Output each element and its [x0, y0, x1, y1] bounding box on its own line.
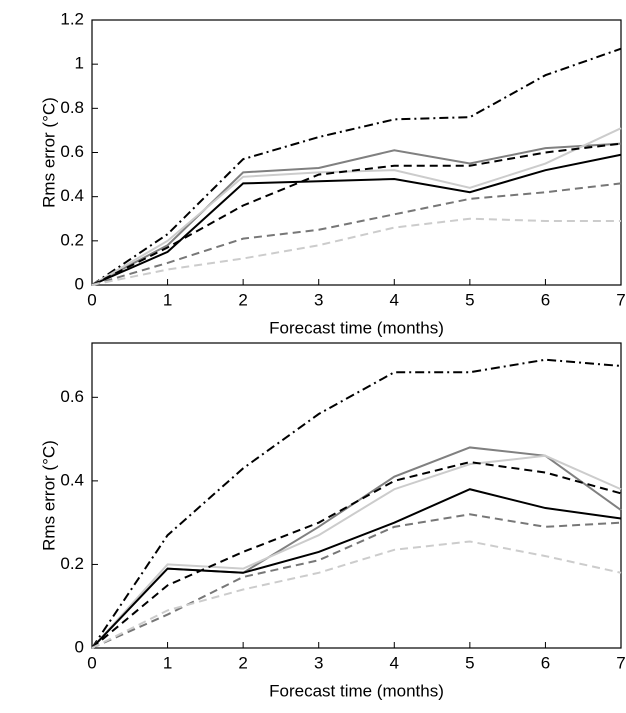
series-line: [91, 47, 622, 286]
x-tick-label: 3: [314, 653, 323, 672]
y-tick-label: 0.6: [60, 142, 84, 161]
series-line: [91, 358, 622, 649]
series-line: [91, 488, 622, 649]
y-tick-label: 0: [75, 274, 84, 293]
x-tick-label: 7: [616, 290, 625, 309]
y-tick-label: 0.8: [60, 98, 84, 117]
x-tick-label: 1: [163, 290, 172, 309]
series-line: [91, 182, 622, 286]
x-tick-label: 2: [238, 290, 247, 309]
y-tick-label: 0: [75, 637, 84, 656]
x-tick-label: 4: [390, 653, 399, 672]
x-tick-label: 0: [87, 653, 96, 672]
series-line: [91, 217, 621, 286]
x-tick-label: 3: [314, 290, 323, 309]
x-axis-label: Forecast time (months): [269, 681, 444, 700]
x-tick-label: 7: [616, 653, 625, 672]
x-tick-label: 1: [163, 653, 172, 672]
x-tick-label: 0: [87, 290, 96, 309]
plot-frame: [91, 19, 622, 286]
series-line: [91, 127, 622, 286]
series-line: [91, 142, 622, 286]
series-line: [91, 446, 622, 649]
x-tick-label: 5: [465, 290, 474, 309]
plot-frame: [91, 342, 622, 649]
y-tick-label: 1: [75, 54, 84, 73]
y-tick-label: 0.6: [60, 387, 84, 406]
series-line: [91, 454, 622, 649]
y-tick-label: 0.2: [60, 230, 84, 249]
series-line: [91, 153, 622, 286]
y-tick-label: 0.4: [60, 470, 84, 489]
series-line: [91, 461, 622, 649]
x-tick-label: 6: [541, 290, 550, 309]
x-axis-label: Forecast time (months): [269, 318, 444, 337]
y-tick-label: 0.2: [60, 554, 84, 573]
y-tick-label: 1.2: [60, 9, 84, 28]
x-tick-label: 5: [465, 653, 474, 672]
x-tick-label: 6: [541, 653, 550, 672]
x-tick-label: 2: [238, 653, 247, 672]
x-tick-label: 4: [390, 290, 399, 309]
series-line: [91, 540, 622, 649]
series-line: [91, 513, 622, 649]
y-axis-label: Rms error (°C): [39, 97, 58, 208]
y-tick-label: 0.4: [60, 186, 84, 205]
y-axis-label: Rms error (°C): [39, 440, 58, 551]
